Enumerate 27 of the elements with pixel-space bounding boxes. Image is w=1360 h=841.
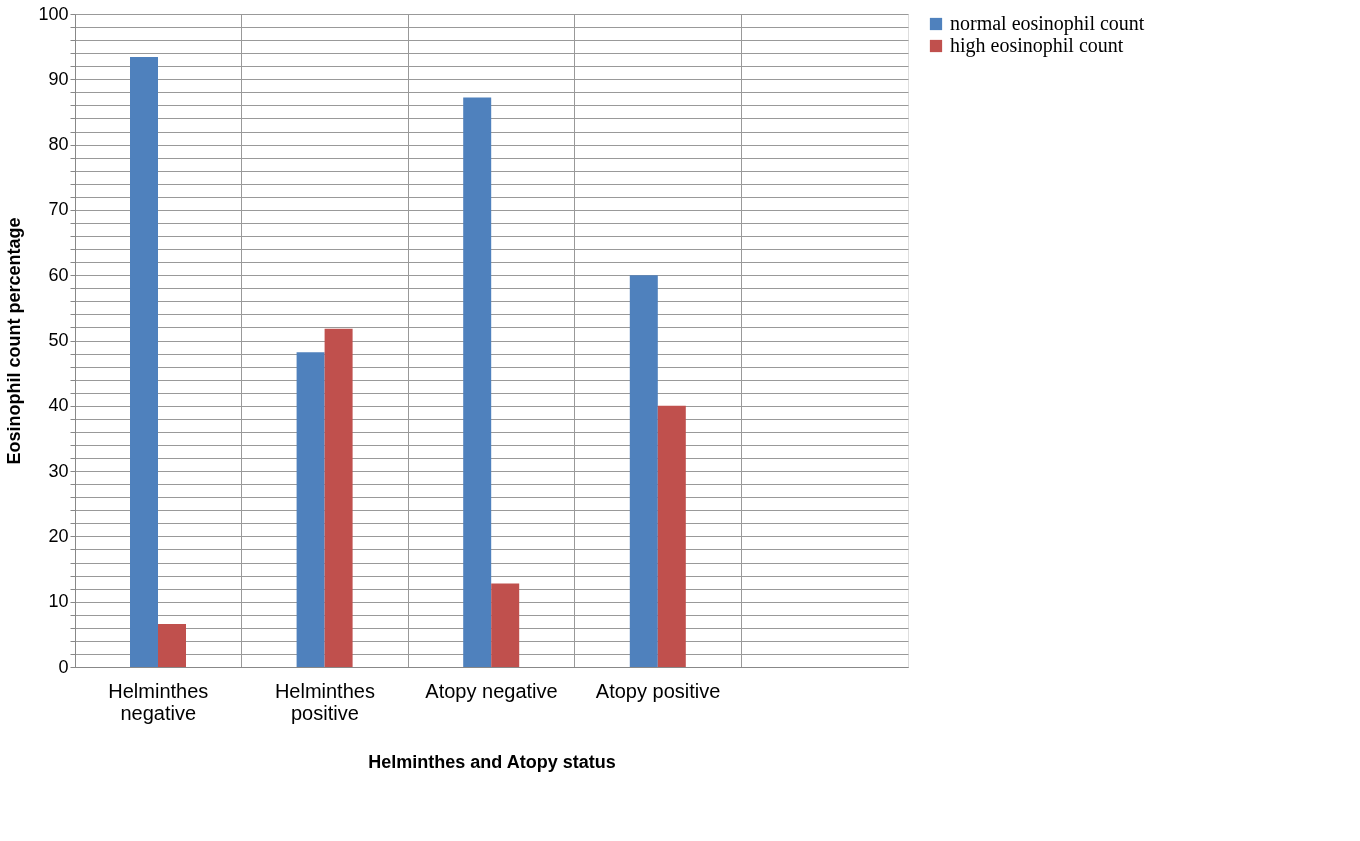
legend-label: high eosinophil count <box>950 34 1124 57</box>
y-tick-label: 100 <box>38 3 69 24</box>
legend-label: normal eosinophil count <box>950 12 1145 35</box>
bar <box>296 352 325 667</box>
y-tick-label: 80 <box>48 134 69 155</box>
x-tick-label: Atopy negative <box>425 679 558 702</box>
bar <box>629 275 658 667</box>
bar <box>463 97 492 667</box>
y-tick-label: 20 <box>48 525 69 546</box>
y-tick-label: 10 <box>48 591 69 612</box>
x-tick-label: Atopy positive <box>595 679 721 702</box>
y-tick-label: 60 <box>48 264 69 285</box>
bar <box>657 405 686 667</box>
y-tick-label: 70 <box>48 199 69 220</box>
y-tick-label: 0 <box>58 656 69 677</box>
x-tick-label: Helminthes negative <box>108 679 209 724</box>
y-axis-title: Eosinophil count percentage <box>4 217 25 465</box>
y-tick-label: 30 <box>48 460 69 481</box>
y-tick-label: 90 <box>48 68 69 89</box>
y-tick-label: 50 <box>48 330 69 350</box>
y-tick-label: 40 <box>48 395 69 416</box>
bar <box>324 328 353 667</box>
x-tick-label: Helminthes positive <box>274 679 375 724</box>
bar <box>491 583 520 667</box>
x-axis-title: Helminthes and Atopy status <box>368 751 616 772</box>
bar <box>130 57 158 667</box>
bar <box>158 623 186 667</box>
